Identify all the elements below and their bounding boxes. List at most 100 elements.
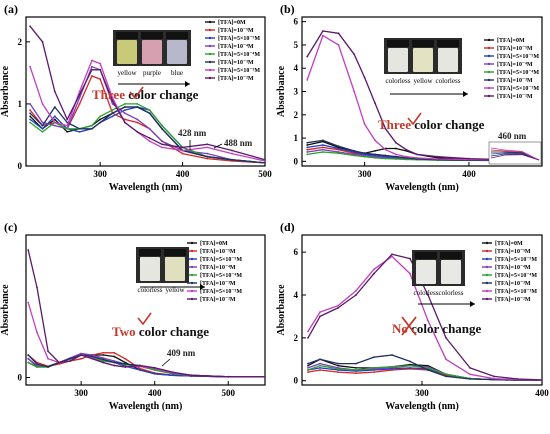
series-point (113, 351, 116, 354)
y-tick-label: 2 (294, 333, 299, 343)
series-point (113, 364, 116, 367)
series-point (181, 152, 184, 155)
vial-cap (141, 32, 163, 39)
vial-body (142, 40, 162, 64)
series-point (102, 357, 105, 359)
series-point (172, 371, 174, 374)
series-point (206, 143, 209, 146)
vial-body (416, 260, 436, 284)
series-group (27, 249, 265, 378)
series-line-3 (27, 352, 265, 378)
vial-cap (415, 252, 437, 259)
series-point (373, 268, 375, 271)
series-point (78, 127, 81, 130)
series-point (363, 76, 366, 79)
series-point (99, 118, 102, 121)
vial-cap (412, 40, 434, 47)
series-point (91, 75, 93, 77)
series-point (427, 369, 429, 371)
series-point (337, 364, 339, 367)
series-point (99, 78, 102, 80)
legend-entry: [TFA]=10⁻³M (495, 281, 531, 287)
series-point (139, 369, 141, 371)
legend-marker (487, 78, 491, 82)
series-point (321, 30, 324, 32)
legend-marker (190, 297, 194, 301)
series-point (337, 362, 339, 365)
legend-marker (208, 68, 212, 72)
series-point (427, 366, 429, 369)
legend-marker (208, 44, 212, 48)
y-tick-label: 6 (294, 247, 299, 257)
series-point (337, 44, 340, 46)
series-point (541, 378, 542, 381)
series-point (231, 152, 233, 155)
series-point (337, 306, 339, 309)
series-line-7 (27, 249, 265, 378)
legend-entry: [TFA]=10⁻²M (218, 76, 254, 82)
y-tick-label: 2 (18, 37, 23, 47)
series-point (91, 354, 94, 356)
series-point (102, 361, 105, 364)
series-point (99, 115, 102, 118)
y-tick-label: 1 (18, 99, 23, 109)
series-point (27, 357, 30, 360)
series-point (123, 121, 126, 124)
panel-letter: (c) (4, 220, 17, 234)
vial-label: colorless (138, 286, 163, 294)
color-change-label: color change (125, 87, 199, 102)
series-point (415, 156, 418, 159)
series-point (36, 366, 38, 368)
legend-entry: [TFA]=10⁻²M (497, 94, 533, 100)
series-point (66, 124, 69, 127)
series-point (99, 68, 102, 71)
y-tick-label: 1 (294, 133, 299, 143)
series-point (91, 68, 93, 71)
series-point (53, 90, 56, 93)
series-point (445, 375, 447, 378)
series-point (405, 148, 408, 151)
y-tick-label: 0 (294, 376, 299, 386)
series-point (153, 372, 156, 375)
legend-entry: [TFA]=5×10⁻⁴M (200, 273, 242, 279)
color-change-label: color change (411, 117, 485, 132)
series-point (541, 159, 542, 162)
series-point (29, 115, 32, 118)
arrow-head (470, 301, 475, 307)
series-point (355, 289, 357, 292)
color-change-count: No (392, 321, 408, 336)
y-tick-label: 4 (294, 290, 299, 300)
legend-entry: [TFA]=5×10⁻⁴M (495, 273, 537, 279)
vial-cap (440, 252, 462, 259)
legend-entry: [TFA]=5×10⁻⁵M (218, 36, 260, 42)
legend-entry: [TFA]=0M (200, 241, 228, 247)
vial-label: yellow (117, 69, 137, 77)
series-point (517, 378, 519, 380)
y-axis-label: Absorbance (0, 284, 11, 336)
panel-c: (c) 300 400 500 0 Wavelength (nm) Absorbance [T… (0, 220, 266, 412)
series-point (445, 373, 447, 376)
series-point (181, 149, 184, 152)
series-point (161, 146, 163, 149)
series-point (53, 115, 56, 118)
series-point (161, 124, 163, 127)
legend-entry: [TFA]=5×10⁻⁴M (218, 52, 260, 58)
x-tick-label: 300 (74, 388, 88, 398)
series-point (111, 112, 114, 115)
series-point (493, 375, 495, 378)
series-point (53, 118, 56, 121)
series-point (124, 361, 127, 364)
panel-letter: (d) (280, 220, 295, 234)
series-point (384, 157, 387, 160)
y-tick-label: 6 (294, 17, 299, 27)
series-point (373, 272, 375, 275)
legend-marker (208, 60, 212, 64)
x-tick-label: 400 (535, 388, 549, 398)
series-point (123, 103, 126, 105)
series-point (29, 118, 32, 121)
series-point (427, 319, 429, 322)
series-point (58, 361, 60, 364)
y-tick-label: 0 (18, 161, 23, 171)
series-point (391, 354, 393, 356)
